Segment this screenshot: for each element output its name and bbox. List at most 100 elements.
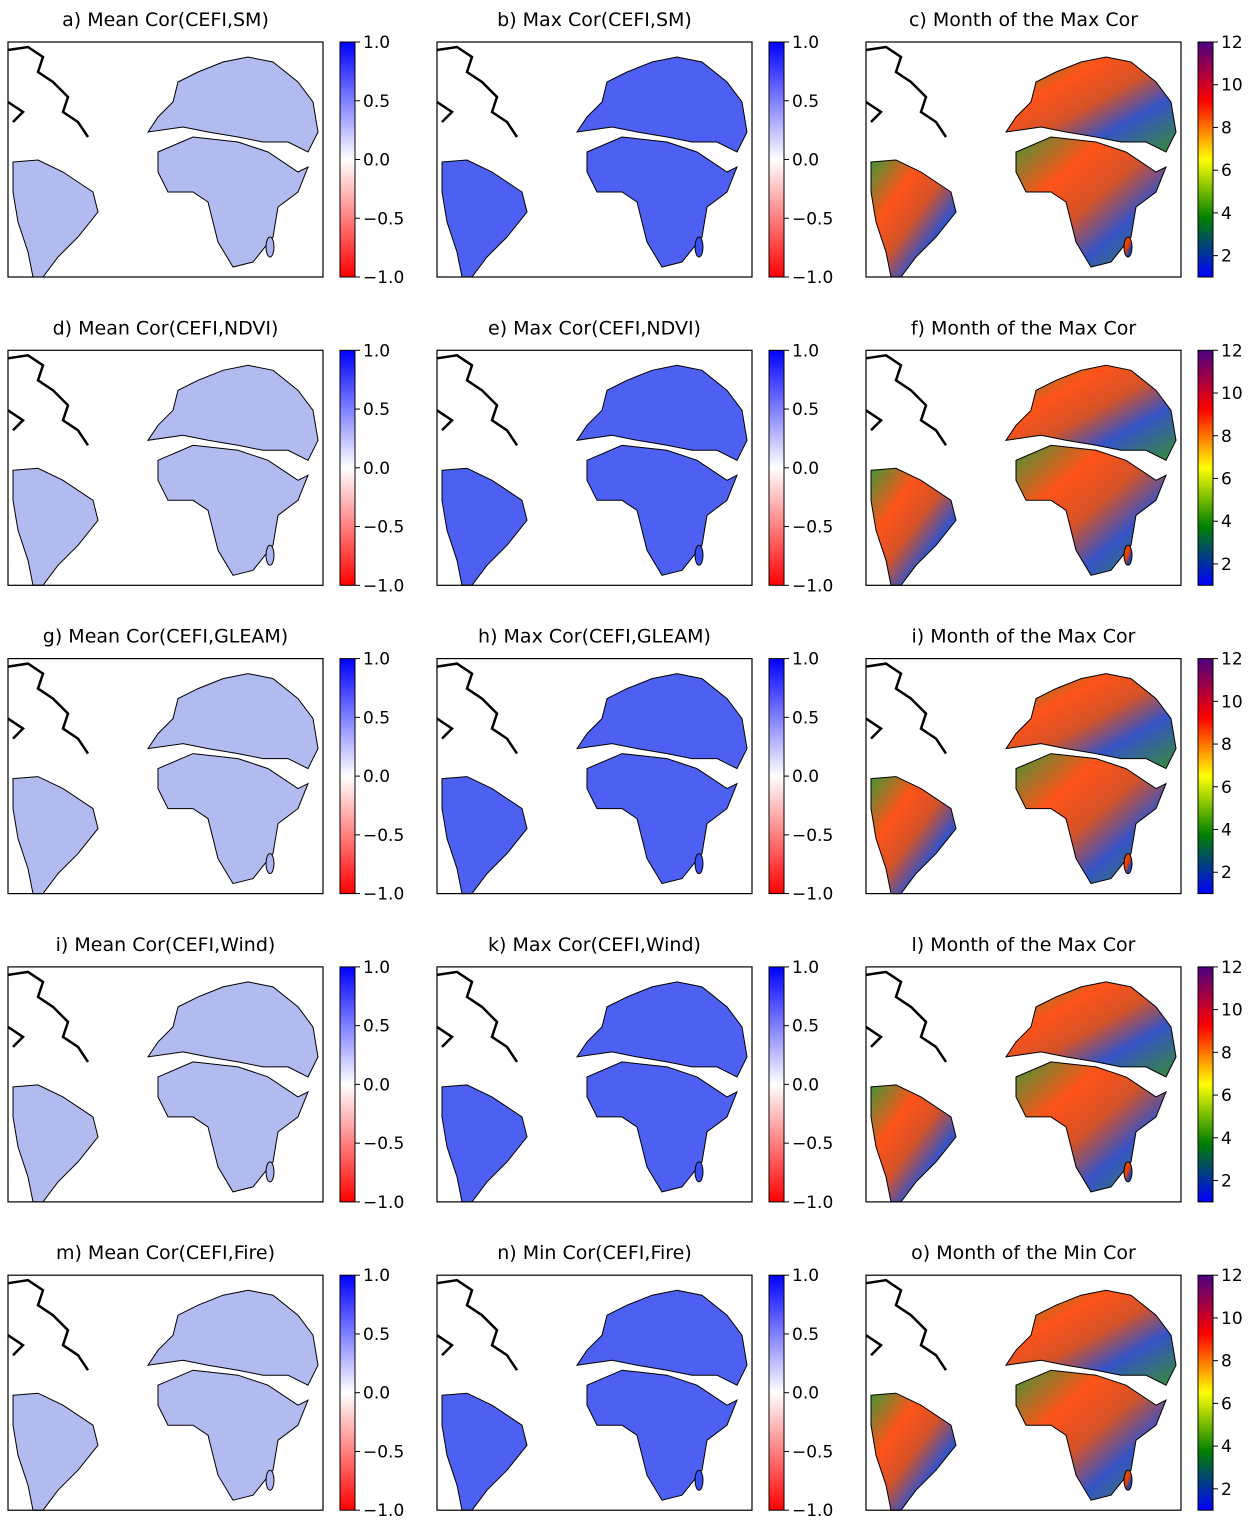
colorbar-tick-label: −1.0 <box>363 885 404 905</box>
land <box>1006 57 1176 152</box>
colorbar <box>769 1275 784 1510</box>
land <box>1016 445 1166 575</box>
colorbar-tick-label: 4 <box>1221 512 1232 532</box>
land <box>1016 1062 1166 1192</box>
land <box>13 1393 98 1510</box>
coastline <box>8 355 88 445</box>
colorbar-tick-label: 8 <box>1221 1043 1232 1063</box>
colorbar <box>1198 659 1213 894</box>
land <box>577 1290 747 1385</box>
colorbar-tick-label: 0.5 <box>792 1017 819 1037</box>
coastline <box>866 47 946 137</box>
colorbar-tick-label: 0.0 <box>363 1075 390 1095</box>
colorbar-tick-label: −1.0 <box>792 1193 833 1213</box>
colorbar-tick-label: 0.5 <box>792 1325 819 1345</box>
colorbar-tick-label: 12 <box>1221 341 1243 361</box>
island <box>1124 854 1132 874</box>
colorbar-tick-label: 2 <box>1221 555 1232 575</box>
panel-title: n) Min Cor(CEFI,Fire) <box>497 1242 692 1264</box>
colorbar <box>340 42 355 277</box>
land <box>158 754 308 884</box>
coastline <box>866 355 946 445</box>
colorbar <box>340 1275 355 1510</box>
island <box>266 854 274 874</box>
colorbar-tick-label: 2 <box>1221 863 1232 883</box>
colorbar-tick-label: −1.0 <box>363 268 404 288</box>
colorbar <box>769 42 784 277</box>
colorbar <box>1198 42 1213 277</box>
colorbar-tick-label: 1.0 <box>363 341 390 361</box>
land <box>13 160 98 277</box>
panel: e) Max Cor(CEFI,NDVI)−1.0−0.50.00.51.0 <box>437 317 833 596</box>
colorbar-tick-label: −0.5 <box>792 1442 833 1462</box>
colorbar <box>1198 350 1213 585</box>
colorbar-tick-label: 6 <box>1221 469 1232 489</box>
island <box>1124 545 1132 565</box>
panel: a) Mean Cor(CEFI,SM)−1.0−0.50.00.51.0 <box>8 9 404 288</box>
colorbar-tick-label: 2 <box>1221 1480 1232 1500</box>
colorbar-tick-label: 0.5 <box>363 92 390 112</box>
colorbar-tick-label: 0.5 <box>363 400 390 420</box>
land <box>148 982 318 1077</box>
land <box>1016 754 1166 884</box>
colorbar-tick-label: −0.5 <box>363 1134 404 1154</box>
land <box>871 777 956 894</box>
panel: k) Max Cor(CEFI,Wind)−1.0−0.50.00.51.0 <box>437 934 833 1213</box>
colorbar-tick-label: −1.0 <box>792 1501 833 1520</box>
island <box>695 1162 703 1182</box>
coastline <box>8 972 88 1062</box>
colorbar-tick-label: −1.0 <box>792 576 833 596</box>
land <box>871 468 956 585</box>
land <box>148 1290 318 1385</box>
colorbar-tick-label: 6 <box>1221 1086 1232 1106</box>
colorbar-tick-label: 8 <box>1221 427 1232 447</box>
colorbar-tick-label: 1.0 <box>792 33 819 53</box>
colorbar-tick-label: 1.0 <box>792 1266 819 1286</box>
panel-title: i) Mean Cor(CEFI,Wind) <box>56 934 276 956</box>
figure: a) Mean Cor(CEFI,SM)−1.0−0.50.00.51.0b) … <box>0 0 1251 1520</box>
panel-title: k) Max Cor(CEFI,Wind) <box>488 934 701 956</box>
colorbar-tick-label: 0.5 <box>792 708 819 728</box>
land <box>13 1085 98 1202</box>
land <box>871 160 956 277</box>
colorbar-tick-label: −1.0 <box>363 1501 404 1520</box>
colorbar-tick-label: −0.5 <box>363 518 404 538</box>
land <box>1016 137 1166 267</box>
colorbar-tick-label: 1.0 <box>363 958 390 978</box>
land <box>13 777 98 894</box>
panel-title: e) Max Cor(CEFI,NDVI) <box>488 317 701 339</box>
colorbar <box>769 350 784 585</box>
colorbar <box>340 350 355 585</box>
colorbar-tick-label: 12 <box>1221 650 1243 670</box>
panel-title: o) Month of the Min Cor <box>911 1242 1136 1264</box>
land <box>1006 1290 1176 1385</box>
colorbar-tick-label: 1.0 <box>363 650 390 670</box>
colorbar-tick-label: 0.5 <box>363 708 390 728</box>
coastline <box>437 664 517 754</box>
panel-title: a) Mean Cor(CEFI,SM) <box>62 9 269 31</box>
land <box>148 365 318 460</box>
island <box>695 545 703 565</box>
colorbar-tick-label: 4 <box>1221 821 1232 841</box>
colorbar-tick-label: 1.0 <box>363 33 390 53</box>
colorbar-tick-label: 8 <box>1221 118 1232 138</box>
colorbar-tick-label: 2 <box>1221 247 1232 267</box>
coastline <box>866 972 946 1062</box>
colorbar-tick-label: 0.0 <box>792 151 819 171</box>
land <box>587 445 737 575</box>
colorbar <box>769 659 784 894</box>
land <box>442 1393 527 1510</box>
coastline <box>866 664 946 754</box>
colorbar-tick-label: 10 <box>1221 1309 1243 1329</box>
coastline <box>8 47 88 137</box>
colorbar-tick-label: 0.0 <box>363 767 390 787</box>
land <box>577 982 747 1077</box>
colorbar-tick-label: 0.0 <box>792 767 819 787</box>
colorbar-tick-label: −0.5 <box>363 209 404 229</box>
land <box>442 777 527 894</box>
colorbar-tick-label: 1.0 <box>363 1266 390 1286</box>
land <box>13 468 98 585</box>
panel: g) Mean Cor(CEFI,GLEAM)−1.0−0.50.00.51.0 <box>8 626 404 905</box>
land <box>158 445 308 575</box>
